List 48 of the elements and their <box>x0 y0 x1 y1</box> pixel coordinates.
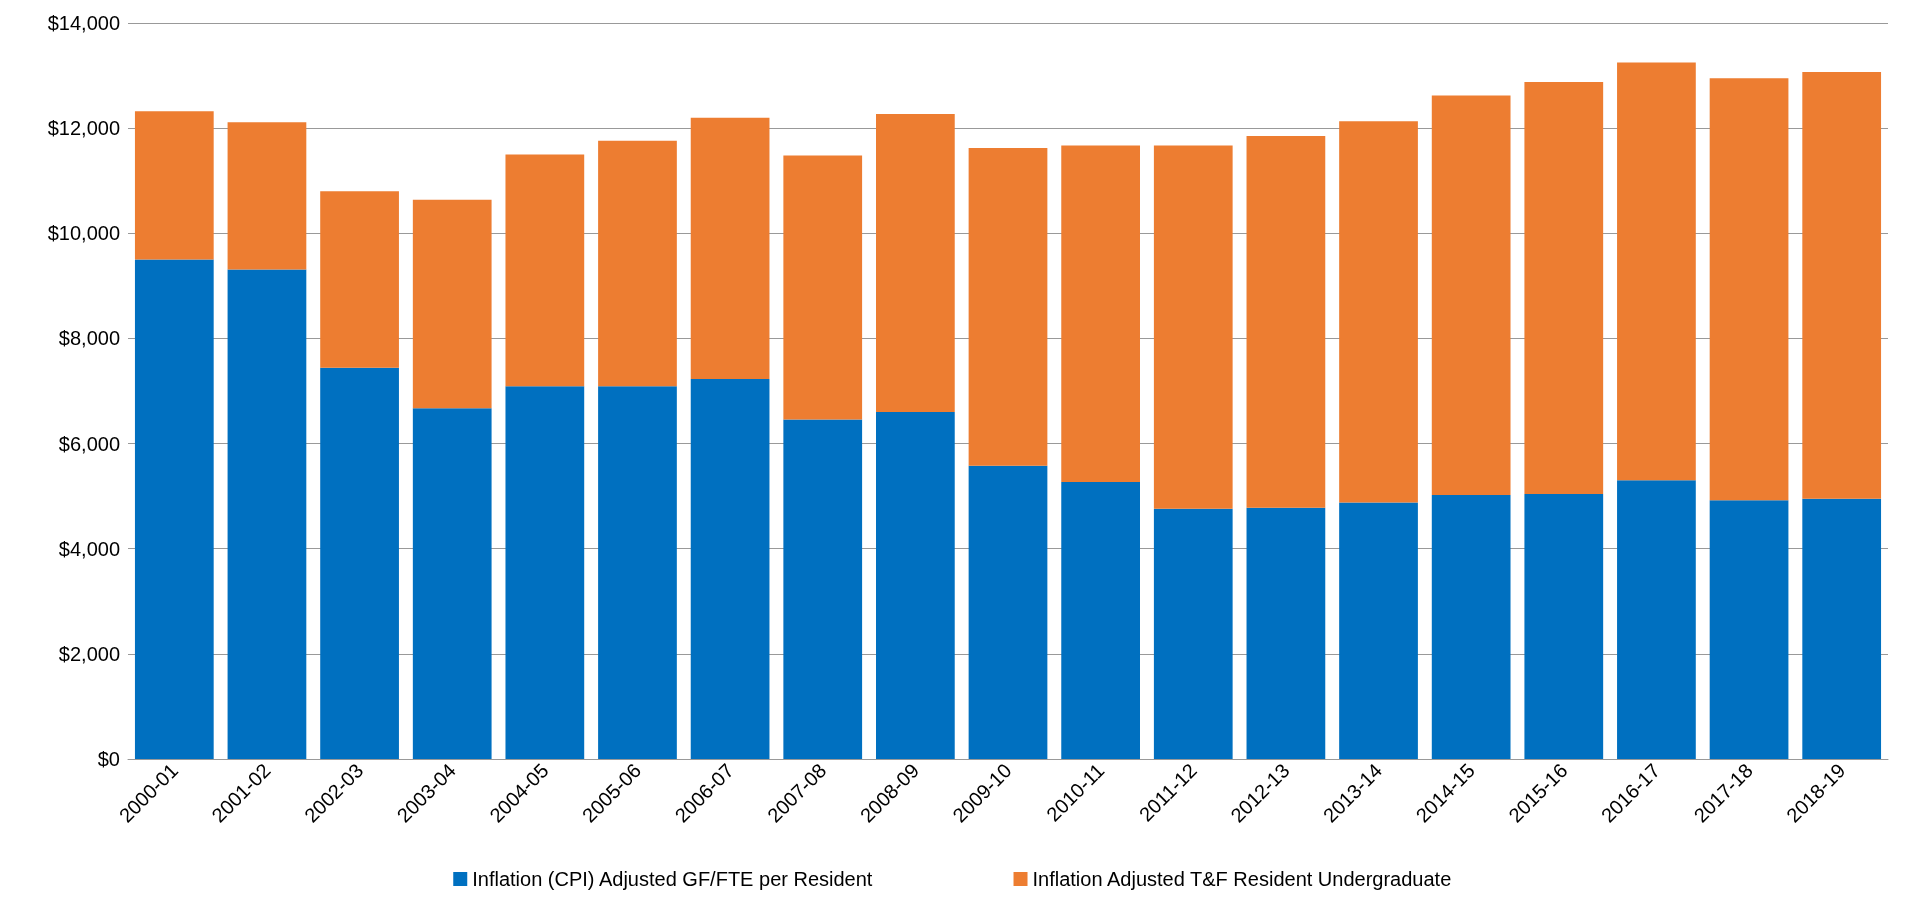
y-tick-label: $0 <box>97 748 120 770</box>
bar <box>1617 480 1696 759</box>
y-tick-label: $4,000 <box>58 537 120 560</box>
bar <box>968 465 1048 759</box>
bar <box>320 191 399 368</box>
bar <box>783 155 863 420</box>
bar <box>505 386 585 759</box>
bar <box>1524 81 1604 495</box>
legend-label: Inflation Adjusted T&F Resident Undergraduate <box>1032 868 1452 890</box>
bar <box>876 412 955 759</box>
bar <box>1061 145 1140 482</box>
bar <box>320 367 399 759</box>
bar <box>876 113 955 413</box>
bar <box>134 111 214 260</box>
y-tick-label: $6,000 <box>58 432 120 455</box>
bar <box>1524 494 1604 759</box>
bar <box>1061 481 1140 759</box>
bar <box>598 386 677 759</box>
y-tick-label: $12,000 <box>47 117 120 140</box>
legend-label: Inflation (CPI) Adjusted GF/FTE per Resident <box>472 868 873 890</box>
y-tick-label: $14,000 <box>47 12 120 34</box>
bar <box>505 154 585 387</box>
bar <box>1153 508 1233 759</box>
bar <box>1339 502 1418 759</box>
bar <box>412 199 492 409</box>
bar <box>1246 136 1326 508</box>
bar <box>690 378 770 759</box>
bar <box>1431 95 1511 496</box>
y-tick-label: $2,000 <box>58 642 120 665</box>
bar <box>1617 62 1696 481</box>
bar <box>783 419 863 759</box>
bar <box>968 148 1048 466</box>
bar <box>1709 78 1789 501</box>
bar <box>1802 498 1882 759</box>
bar <box>690 117 770 379</box>
bar <box>598 140 677 387</box>
bar <box>1431 495 1511 759</box>
bar <box>1709 500 1789 759</box>
y-tick-label: $8,000 <box>58 327 120 350</box>
bar <box>134 259 214 759</box>
y-tick-label: $10,000 <box>47 222 120 245</box>
bar <box>1246 507 1326 759</box>
bar <box>1339 121 1418 503</box>
bar <box>412 408 492 759</box>
bar <box>227 269 307 759</box>
bar <box>227 122 307 270</box>
bar <box>1153 145 1233 509</box>
bar <box>1802 71 1882 499</box>
